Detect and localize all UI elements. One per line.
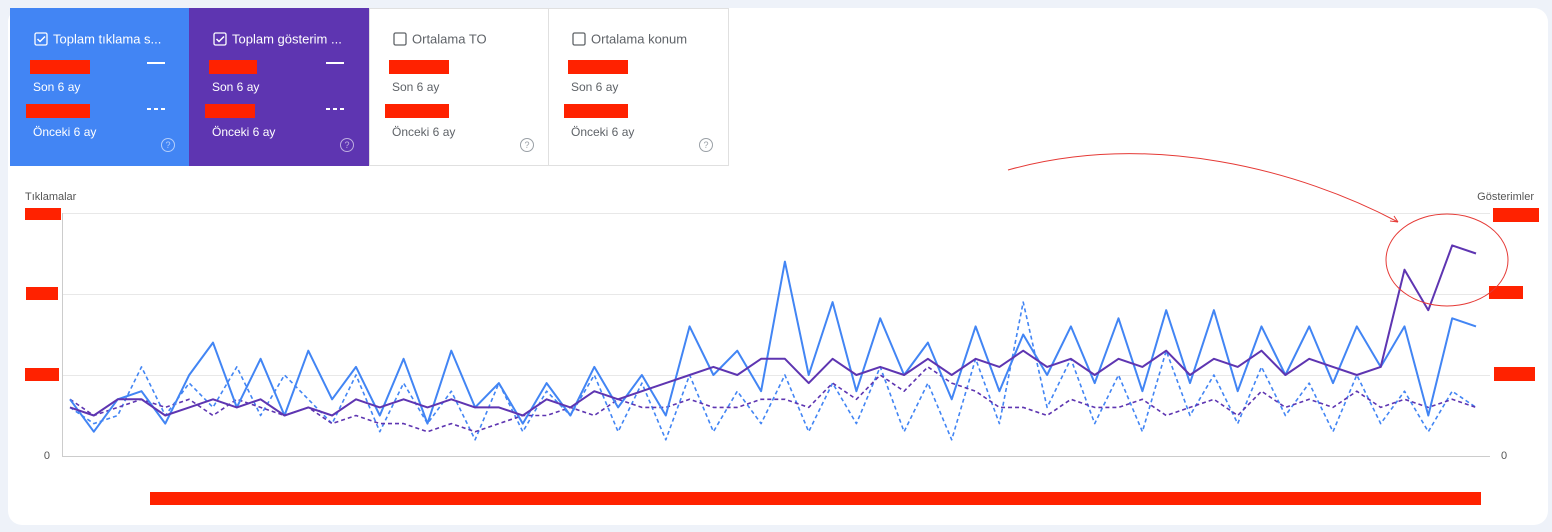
checkbox[interactable] [393, 32, 407, 46]
help-icon: ? [524, 140, 529, 150]
redaction [26, 287, 58, 300]
card-period: Son 6 ay [392, 80, 439, 94]
redaction [1494, 367, 1535, 381]
redaction [1489, 286, 1523, 299]
card-label: Toplam gösterim ... [232, 31, 342, 46]
card-label: Ortalama konum [591, 31, 687, 46]
help-icon [340, 138, 354, 152]
redaction [385, 104, 449, 118]
help-icon: ? [703, 140, 708, 150]
checkbox[interactable] [572, 32, 586, 46]
redaction [564, 104, 628, 118]
y2-tick-label: 0 [1501, 450, 1507, 462]
card-period: Son 6 ay [33, 80, 80, 94]
card-label: Toplam tıklama s... [53, 31, 161, 46]
redaction [209, 60, 257, 74]
redaction [30, 60, 90, 74]
checkmark [215, 35, 225, 43]
card-bg [189, 8, 369, 166]
series-line [69, 301, 1477, 441]
checkbox[interactable] [213, 32, 227, 46]
help-icon [161, 138, 175, 152]
card-label: Ortalama TO [412, 31, 487, 46]
checkmark [36, 35, 46, 43]
card-period: Önceki 6 ay [392, 125, 455, 139]
redaction [205, 104, 255, 118]
card-period: Önceki 6 ay [571, 125, 634, 139]
help-icon: ? [344, 140, 349, 150]
card-period: Önceki 6 ay [33, 125, 96, 139]
annotation-circle [1385, 213, 1509, 307]
cards: Toplam tıklama s... Son 6 ay Önceki 6 ay? T… [26, 31, 713, 152]
redaction [389, 60, 449, 74]
chart: Tıklamalar Gösterimler 0 0 [25, 191, 1539, 505]
redaction [25, 208, 61, 220]
redaction [150, 492, 1481, 505]
redaction [1493, 208, 1539, 222]
card-bg [10, 8, 190, 166]
y-axis-title: Tıklamalar [25, 191, 77, 203]
redaction [26, 104, 90, 118]
annotation-arrow-head [1389, 215, 1399, 223]
series-line [69, 244, 1477, 417]
redaction [25, 368, 59, 381]
annotation-arrow [1007, 153, 1399, 223]
series-line [69, 260, 1477, 433]
card-period: Son 6 ay [571, 80, 618, 94]
help-icon [699, 138, 713, 152]
redaction [568, 60, 628, 74]
card-period: Son 6 ay [212, 80, 259, 94]
help-icon: ? [165, 140, 170, 150]
card-period: Önceki 6 ay [212, 125, 275, 139]
y2-axis-title: Gösterimler [1477, 191, 1534, 203]
y-tick-label: 0 [44, 450, 50, 462]
checkbox[interactable] [34, 32, 48, 46]
help-icon [520, 138, 534, 152]
